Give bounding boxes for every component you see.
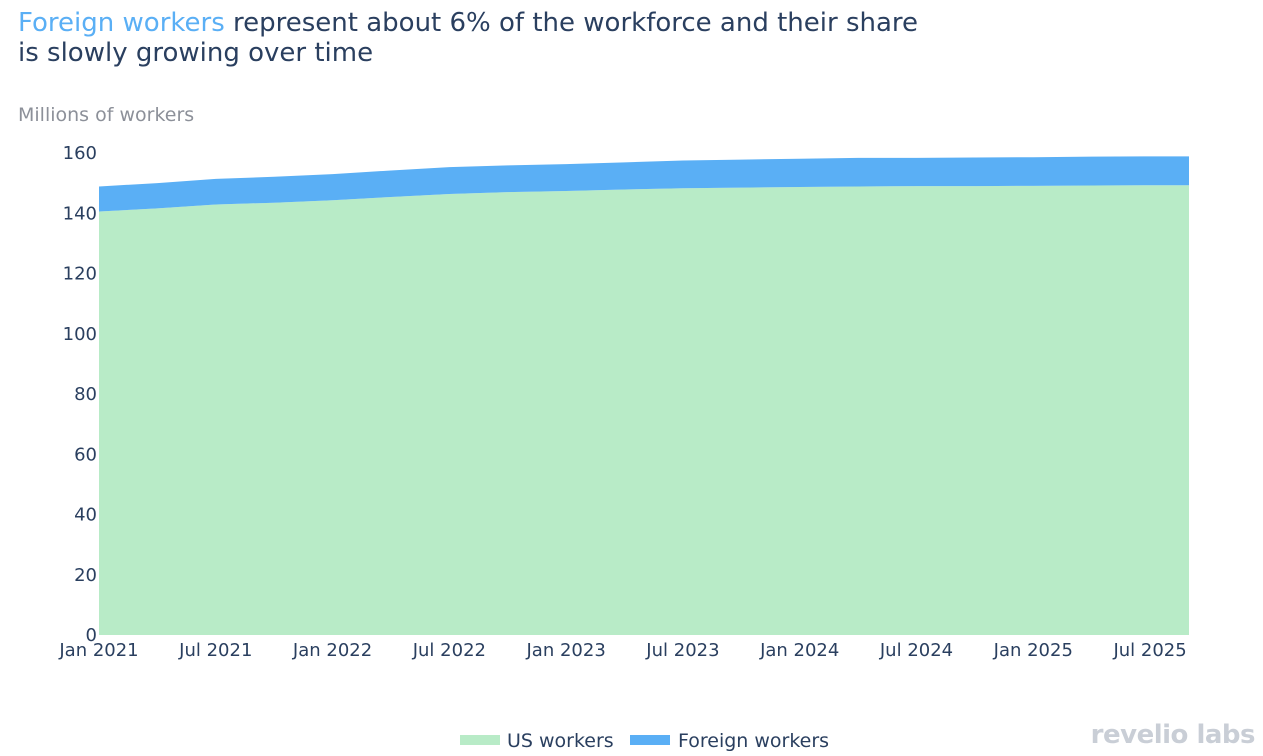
y-tick-label: 40 <box>74 505 97 526</box>
y-tick-label: 120 <box>63 264 97 285</box>
y-axis-title: Millions of workers <box>18 104 195 126</box>
x-axis-ticks: Jan 2021 Jul 2021 Jan 2022 Jul 2022 Jan 2023… <box>58 640 1186 661</box>
area-us-workers <box>99 185 1189 635</box>
y-axis-ticks: 0 20 40 60 80 100 120 140 160 <box>63 143 97 646</box>
y-tick-label: 100 <box>63 324 97 345</box>
legend-label-foreign-workers: Foreign workers <box>678 730 829 752</box>
y-tick-label: 60 <box>74 444 97 465</box>
x-tick-label: Jan 2023 <box>526 640 606 661</box>
legend-swatch-us-workers <box>460 735 500 745</box>
legend: US workers Foreign workers <box>460 730 829 752</box>
x-tick-label: Jul 2022 <box>412 640 486 661</box>
legend-swatch-foreign-workers <box>630 735 670 745</box>
x-tick-label: Jul 2025 <box>1112 640 1186 661</box>
area-foreign-workers <box>99 156 1189 212</box>
x-tick-label: Jan 2022 <box>292 640 372 661</box>
chart-title: Foreign workers represent about 6% of th… <box>18 8 918 68</box>
y-tick-label: 80 <box>74 384 97 405</box>
y-tick-label: 20 <box>74 565 97 586</box>
y-tick-label: 0 <box>86 625 97 646</box>
y-tick-label: 160 <box>63 143 97 164</box>
legend-label-us-workers: US workers <box>507 730 614 752</box>
areas <box>99 156 1189 635</box>
title-line2: is slowly growing over time <box>18 38 374 68</box>
x-tick-label: Jul 2023 <box>645 640 719 661</box>
x-tick-label: Jul 2024 <box>879 640 953 661</box>
x-tick-label: Jul 2021 <box>178 640 252 661</box>
y-tick-label: 140 <box>63 203 97 224</box>
title-highlight: Foreign workers <box>18 8 225 38</box>
brand-logo: revelio labs <box>1090 720 1256 750</box>
title-line1-rest: represent about 6% of the workforce and … <box>224 8 919 38</box>
x-tick-label: Jan 2025 <box>993 640 1073 661</box>
x-tick-label: Jan 2024 <box>759 640 839 661</box>
x-tick-label: Jan 2021 <box>58 640 138 661</box>
